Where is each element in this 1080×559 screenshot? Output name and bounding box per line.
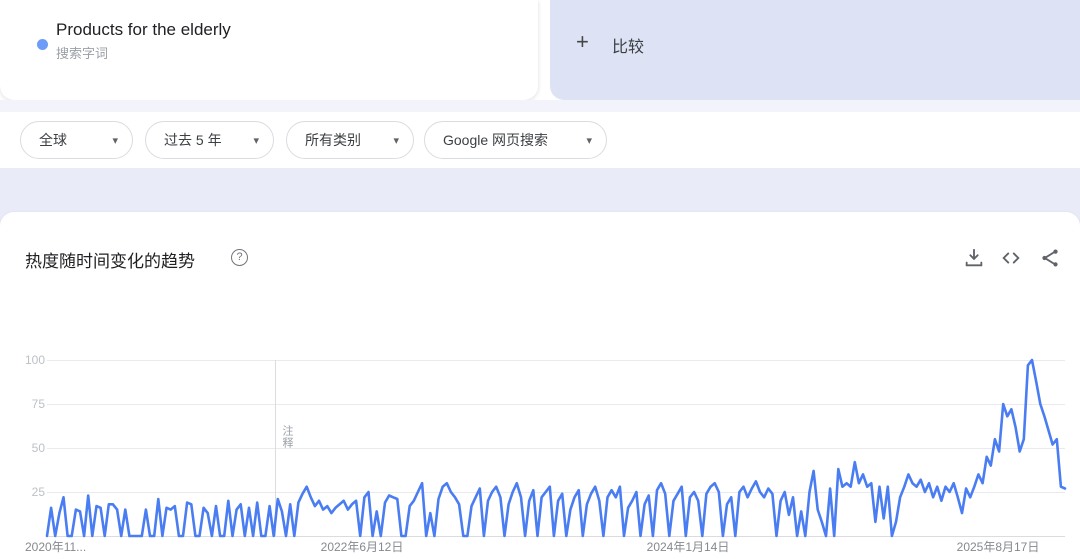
y-tick-25: 25 bbox=[31, 485, 45, 499]
x-axis-line bbox=[47, 536, 1065, 537]
chevron-down-icon: ▾ bbox=[393, 134, 399, 147]
search-type-filter-label: Google 网页搜索 bbox=[443, 132, 549, 148]
gridline-100 bbox=[47, 360, 1065, 361]
y-tick-100: 100 bbox=[24, 353, 45, 367]
search-term-title: Products for the elderly bbox=[56, 20, 231, 39]
page-background-band bbox=[0, 100, 1080, 112]
embed-icon[interactable] bbox=[1000, 247, 1022, 269]
time-filter-dropdown[interactable]: 过去 5 年 ▾ bbox=[145, 121, 274, 159]
category-filter-label: 所有类别 bbox=[305, 132, 361, 148]
x-tick-2020: 2020年11... bbox=[25, 540, 87, 554]
help-icon[interactable]: ? bbox=[231, 249, 248, 266]
gridline-25 bbox=[47, 492, 1065, 493]
compare-label: 比较 bbox=[612, 39, 645, 56]
x-tick-2024: 2024年1月14日 bbox=[646, 540, 730, 554]
chart-title: 热度随时间变化的趋势 bbox=[25, 252, 195, 271]
chevron-down-icon: ▾ bbox=[253, 134, 259, 147]
y-tick-50: 50 bbox=[31, 441, 45, 455]
category-filter-dropdown[interactable]: 所有类别 ▾ bbox=[286, 121, 414, 159]
share-icon[interactable] bbox=[1039, 247, 1061, 269]
gridline-75 bbox=[47, 404, 1065, 405]
gridline-50 bbox=[47, 448, 1065, 449]
chevron-down-icon: ▾ bbox=[112, 134, 118, 147]
y-tick-75: 75 bbox=[31, 397, 45, 411]
series-color-dot-icon bbox=[37, 39, 48, 50]
filter-bar: 全球 ▾ 过去 5 年 ▾ 所有类别 ▾ Google 网页搜索 ▾ bbox=[0, 112, 1080, 168]
search-term-type-label: 搜索字词 bbox=[56, 46, 109, 61]
download-icon[interactable] bbox=[963, 247, 985, 269]
search-term-card[interactable]: Products for the elderly 搜索字词 bbox=[0, 0, 538, 100]
x-tick-2022: 2022年6月12日 bbox=[320, 540, 404, 554]
time-filter-label: 过去 5 年 bbox=[164, 132, 222, 148]
annotation-line bbox=[275, 360, 276, 536]
annotation-label: 注释 bbox=[281, 425, 293, 449]
x-tick-2025: 2025年8月17日 bbox=[956, 540, 1040, 554]
add-comparison-card[interactable]: + 比较 bbox=[550, 0, 1080, 100]
geo-filter-dropdown[interactable]: 全球 ▾ bbox=[20, 121, 133, 159]
search-type-filter-dropdown[interactable]: Google 网页搜索 ▾ bbox=[424, 121, 607, 159]
plus-icon: + bbox=[576, 29, 589, 54]
chevron-down-icon: ▾ bbox=[586, 134, 592, 147]
geo-filter-label: 全球 bbox=[39, 132, 67, 148]
